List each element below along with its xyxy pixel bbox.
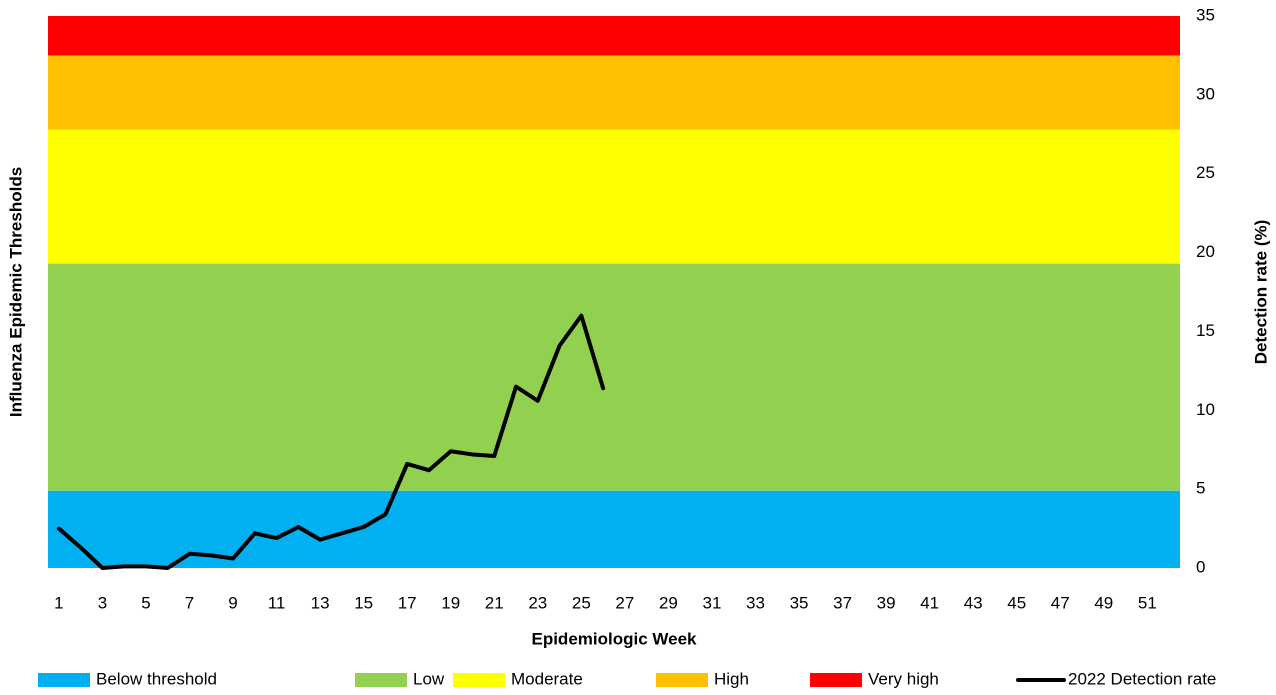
- y2-tick-label: 0: [1196, 557, 1205, 576]
- x-tick-label: 27: [615, 593, 634, 612]
- x-tick-label: 25: [572, 593, 591, 612]
- y2-tick-label: 25: [1196, 163, 1215, 182]
- x-tick-label: 19: [441, 593, 460, 612]
- x-tick-label: 9: [228, 593, 237, 612]
- y2-axis-title: Detection rate (%): [1251, 220, 1270, 365]
- x-tick-label: 35: [790, 593, 809, 612]
- legend-swatch: [810, 673, 862, 687]
- legend-label: High: [714, 669, 749, 688]
- x-tick-label: 47: [1051, 593, 1070, 612]
- legend-swatch: [453, 673, 505, 687]
- legend-swatch: [38, 673, 90, 687]
- x-tick-label: 7: [185, 593, 194, 612]
- x-tick-label: 1: [54, 593, 63, 612]
- x-tick-label: 23: [528, 593, 547, 612]
- threshold-band: [48, 263, 1180, 491]
- legend-label: Below threshold: [96, 669, 217, 688]
- threshold-band: [48, 129, 1180, 264]
- y2-tick-label: 5: [1196, 479, 1205, 498]
- legend-swatch: [355, 673, 407, 687]
- x-tick-label: 3: [98, 593, 107, 612]
- y2-tick-label: 30: [1196, 84, 1215, 103]
- x-tick-label: 43: [964, 593, 983, 612]
- x-tick-label: 13: [311, 593, 330, 612]
- legend-label: Moderate: [511, 669, 583, 688]
- x-tick-label: 11: [268, 593, 286, 612]
- x-tick-label: 45: [1007, 593, 1026, 612]
- legend-label: Very high: [868, 669, 939, 688]
- x-tick-label: 17: [398, 593, 417, 612]
- threshold-band: [48, 55, 1180, 130]
- x-tick-label: 49: [1094, 593, 1113, 612]
- legend-label: 2022 Detection rate: [1068, 669, 1216, 688]
- x-tick-label: 5: [141, 593, 150, 612]
- legend-label: Low: [413, 669, 445, 688]
- x-tick-label: 37: [833, 593, 852, 612]
- data-line: [56, 313, 606, 570]
- y2-tick-label: 15: [1196, 321, 1215, 340]
- x-tick-label: 15: [354, 593, 373, 612]
- y-axis-title: Influenza Epidemic Thresholds: [6, 167, 25, 417]
- x-tick-label: 51: [1138, 593, 1157, 612]
- x-tick-label: 33: [746, 593, 765, 612]
- legend-swatch: [656, 673, 708, 687]
- x-tick-label: 29: [659, 593, 678, 612]
- x-tick-label: 39: [877, 593, 896, 612]
- x-tick-label: 31: [703, 593, 722, 612]
- threshold-band: [48, 16, 1180, 56]
- x-tick-label: 21: [485, 593, 504, 612]
- y2-tick-label: 10: [1196, 400, 1215, 419]
- y2-tick-label: 20: [1196, 242, 1215, 261]
- x-tick-label: 41: [920, 593, 939, 612]
- x-axis-title: Epidemiologic Week: [531, 629, 697, 648]
- y2-tick-label: 35: [1196, 5, 1215, 24]
